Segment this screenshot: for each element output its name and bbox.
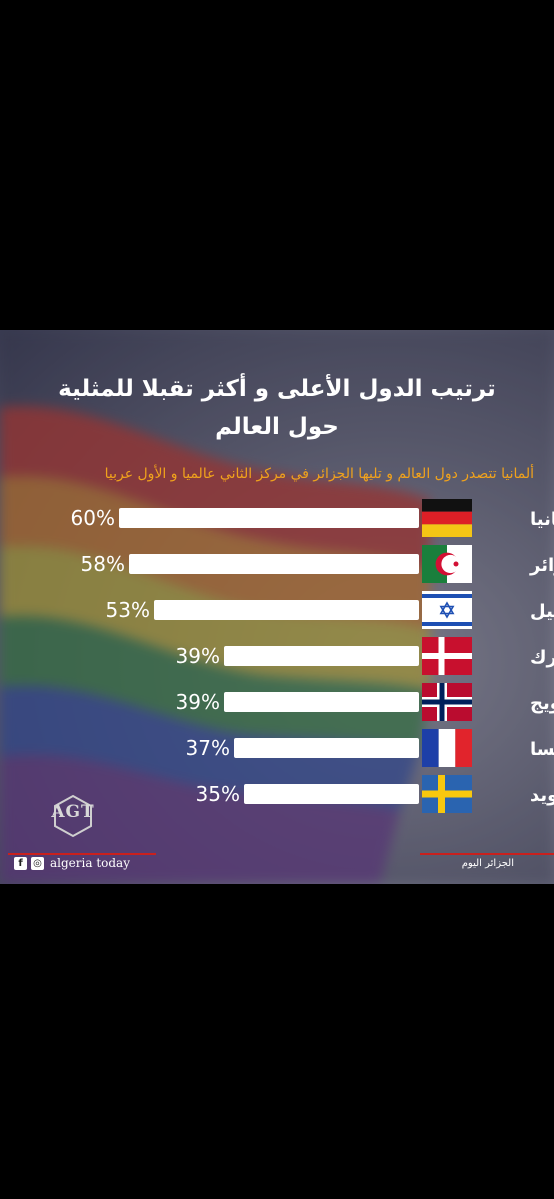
category-label: الجزائر (529, 555, 554, 576)
logo-text: AGT (51, 802, 95, 822)
algeria-flag (422, 545, 472, 583)
bar (224, 646, 419, 666)
brand-name: algeria today (50, 856, 130, 870)
agt-logo-icon (54, 794, 92, 838)
footer-divider-right (420, 853, 554, 855)
facebook-icon[interactable]: f (14, 856, 27, 870)
category-label: إسرائيل (530, 601, 554, 622)
bar-row: 37% فرنسا (186, 729, 554, 767)
bar (129, 554, 419, 574)
category-label: ألمانيا (530, 507, 554, 530)
bar (154, 600, 419, 620)
value-label: 58% (81, 552, 125, 576)
brand-name-arabic: الجزائر اليوم (461, 858, 514, 869)
bar-row: 35% السويد (196, 775, 554, 813)
bar-row: 39% الدانمارك (176, 637, 554, 675)
category-label: فرنسا (530, 739, 554, 760)
bar (234, 738, 419, 758)
norway-flag (422, 683, 472, 721)
denmark-flag (422, 637, 472, 675)
social-links: f ◎ algeria today (14, 856, 130, 870)
germany-flag (422, 499, 472, 537)
footer-divider-left (8, 853, 156, 855)
chart-title-line1: ترتيب الدول الأعلى و أكثر تقبلا للمثلية (58, 376, 496, 402)
bar-row: 60% ألمانيا (71, 499, 554, 537)
category-label: السويد (530, 785, 554, 806)
category-label: الدانمارك (530, 647, 554, 668)
value-label: 35% (196, 782, 240, 806)
value-label: 39% (176, 644, 220, 668)
value-label: 53% (106, 598, 150, 622)
france-flag (422, 729, 472, 767)
chart-title-line2: حول العالم (215, 414, 339, 440)
value-label: 39% (176, 690, 220, 714)
sweden-flag (422, 775, 472, 813)
chart-subtitle: ألمانيا تتصدر دول العالم و تليها الجزائر… (104, 466, 534, 482)
bar-row: 39% النرويج (176, 683, 554, 721)
value-label: 60% (71, 506, 115, 530)
infographic-card: ترتيب الدول الأعلى و أكثر تقبلا للمثلية … (0, 330, 554, 884)
category-label: النرويج (530, 693, 554, 714)
bar (224, 692, 419, 712)
bar (119, 508, 419, 528)
israel-flag (422, 591, 472, 629)
bar (244, 784, 419, 804)
value-label: 37% (186, 736, 230, 760)
chart-title: ترتيب الدول الأعلى و أكثر تقبلا للمثلية … (0, 370, 554, 446)
bar-row: 58% الجزائر (81, 545, 554, 583)
instagram-icon[interactable]: ◎ (31, 856, 44, 870)
bar-chart: 60% ألمانيا 58% الجزائر 53% إسرائيل 39% الدانما… (71, 499, 554, 813)
bar-row: 53% إسرائيل (106, 591, 554, 629)
